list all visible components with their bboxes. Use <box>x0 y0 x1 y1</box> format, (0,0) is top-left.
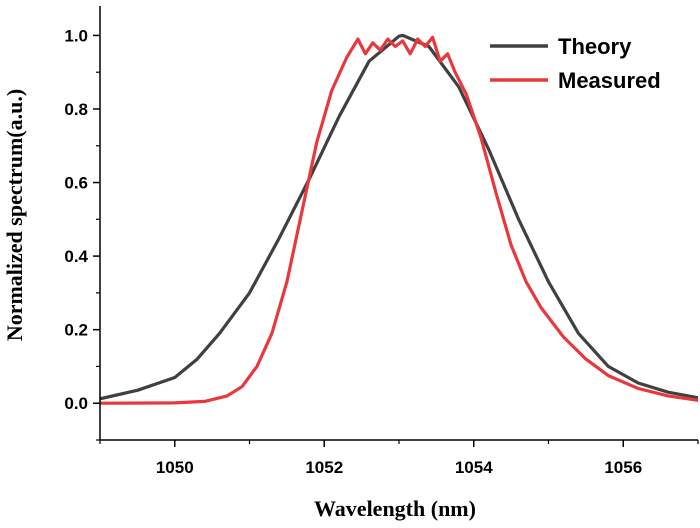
series-line-measured <box>100 35 698 405</box>
x-tick-label: 1050 <box>156 458 194 477</box>
x-tick-label: 1056 <box>604 458 642 477</box>
y-tick-label: 1.0 <box>64 26 88 45</box>
x-axis-title: Wavelength (nm) <box>314 496 476 521</box>
legend-label-measured: Measured <box>558 68 661 93</box>
y-tick-label: 0.6 <box>64 174 88 193</box>
series-line-theory <box>100 33 698 401</box>
y-tick-label: 0.0 <box>64 394 88 413</box>
legend-label-theory: Theory <box>558 34 632 59</box>
y-axis-title: Normalized spectrum(a.u.) <box>2 89 27 341</box>
y-tick-label: 0.4 <box>64 247 88 266</box>
y-tick-label: 0.2 <box>64 321 88 340</box>
x-tick-label: 1054 <box>455 458 493 477</box>
x-tick-label: 1052 <box>305 458 343 477</box>
y-tick-label: 0.8 <box>64 100 88 119</box>
series-layer <box>100 33 698 405</box>
legend: Theory Measured <box>490 34 661 93</box>
ticks-layer: 1050 1052 1054 1056 0.0 0.2 0.4 0.6 0.8 1.0 <box>64 26 699 477</box>
